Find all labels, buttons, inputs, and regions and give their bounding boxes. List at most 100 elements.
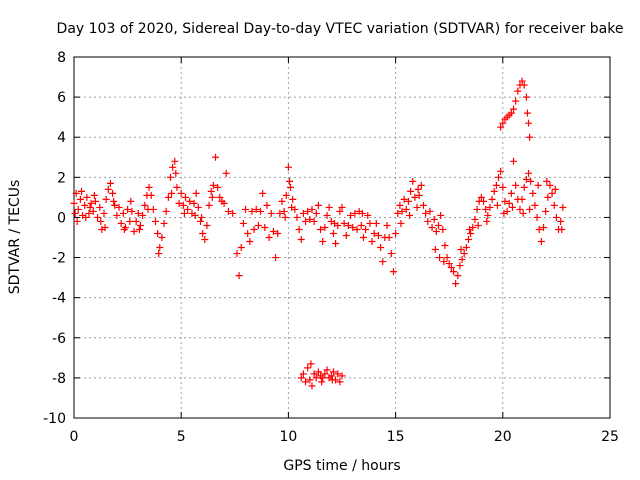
data-point (419, 201, 427, 209)
data-point (531, 201, 539, 209)
data-point (274, 229, 282, 237)
data-point (136, 221, 144, 229)
data-point (192, 189, 200, 197)
y-tick-label: 2 (57, 170, 66, 186)
data-point (327, 372, 335, 380)
data-point (428, 223, 436, 231)
data-point (321, 370, 329, 378)
data-point (456, 262, 464, 270)
data-point (276, 209, 284, 217)
data-point (507, 109, 515, 117)
data-point (319, 374, 327, 382)
y-axis-label: SDTVAR / TECUs (7, 180, 23, 295)
data-point (471, 215, 479, 223)
data-point (97, 217, 105, 225)
y-tick-label: -10 (43, 411, 66, 427)
data-point (190, 199, 198, 207)
data-point (282, 191, 290, 199)
data-point (179, 201, 187, 209)
y-tick-label: 0 (57, 210, 66, 226)
data-point (141, 201, 149, 209)
data-point (180, 209, 188, 217)
data-point (328, 376, 336, 384)
data-point (527, 177, 535, 185)
data-point (518, 77, 526, 85)
data-point (414, 185, 422, 193)
data-point (124, 205, 132, 213)
data-point (520, 183, 528, 191)
data-point (436, 254, 444, 262)
x-tick-label: 0 (70, 429, 79, 445)
data-point (181, 193, 189, 201)
data-point (488, 195, 496, 203)
data-point (259, 189, 267, 197)
data-point (501, 197, 509, 205)
data-point (201, 236, 209, 244)
data-point (411, 193, 419, 201)
data-point (314, 368, 322, 376)
data-point (443, 254, 451, 262)
data-point (483, 217, 491, 225)
data-point (120, 225, 128, 233)
data-point (397, 219, 405, 227)
data-point (101, 223, 109, 231)
data-point (430, 215, 438, 223)
data-point (89, 207, 97, 215)
data-point (235, 272, 243, 280)
data-point (359, 234, 367, 241)
data-point (510, 157, 518, 165)
data-point (452, 280, 460, 288)
data-point (208, 193, 216, 201)
data-point (70, 199, 78, 207)
data-point (319, 238, 327, 246)
data-point (203, 221, 211, 229)
data-point (334, 370, 342, 378)
data-point (177, 189, 185, 197)
data-point (119, 209, 127, 217)
data-point (409, 177, 417, 185)
data-point (525, 119, 533, 127)
data-point (115, 203, 123, 211)
data-point (522, 93, 530, 101)
data-points (70, 77, 567, 390)
data-point (495, 173, 503, 181)
data-point (394, 209, 402, 217)
data-point (464, 236, 472, 244)
data-point (542, 207, 550, 215)
data-point (128, 207, 136, 215)
data-point (261, 223, 269, 231)
data-point (90, 191, 98, 199)
data-point (209, 181, 217, 189)
data-point (404, 197, 412, 205)
data-point (173, 183, 181, 191)
data-point (297, 236, 305, 244)
data-point (439, 225, 447, 233)
data-point (377, 244, 385, 252)
data-point (246, 238, 254, 246)
data-point (516, 205, 524, 213)
data-point (462, 244, 470, 252)
data-point (379, 258, 387, 266)
data-point (126, 217, 134, 225)
data-point (441, 242, 449, 250)
data-point (510, 105, 518, 113)
data-point (383, 221, 391, 229)
data-point (519, 209, 527, 217)
y-tick-label: -6 (52, 331, 66, 347)
data-point (281, 213, 289, 221)
data-point (402, 205, 410, 213)
data-point (330, 219, 338, 227)
data-point (512, 181, 520, 189)
plot-frame (73, 56, 611, 419)
data-point (285, 177, 293, 185)
data-point (106, 179, 114, 187)
data-point (525, 169, 533, 177)
data-point (523, 109, 531, 117)
data-point (396, 201, 404, 209)
data-point (422, 209, 430, 217)
data-point (307, 360, 315, 368)
data-point (318, 378, 326, 386)
data-point (312, 374, 320, 382)
data-point (497, 167, 505, 175)
data-point (512, 97, 520, 105)
